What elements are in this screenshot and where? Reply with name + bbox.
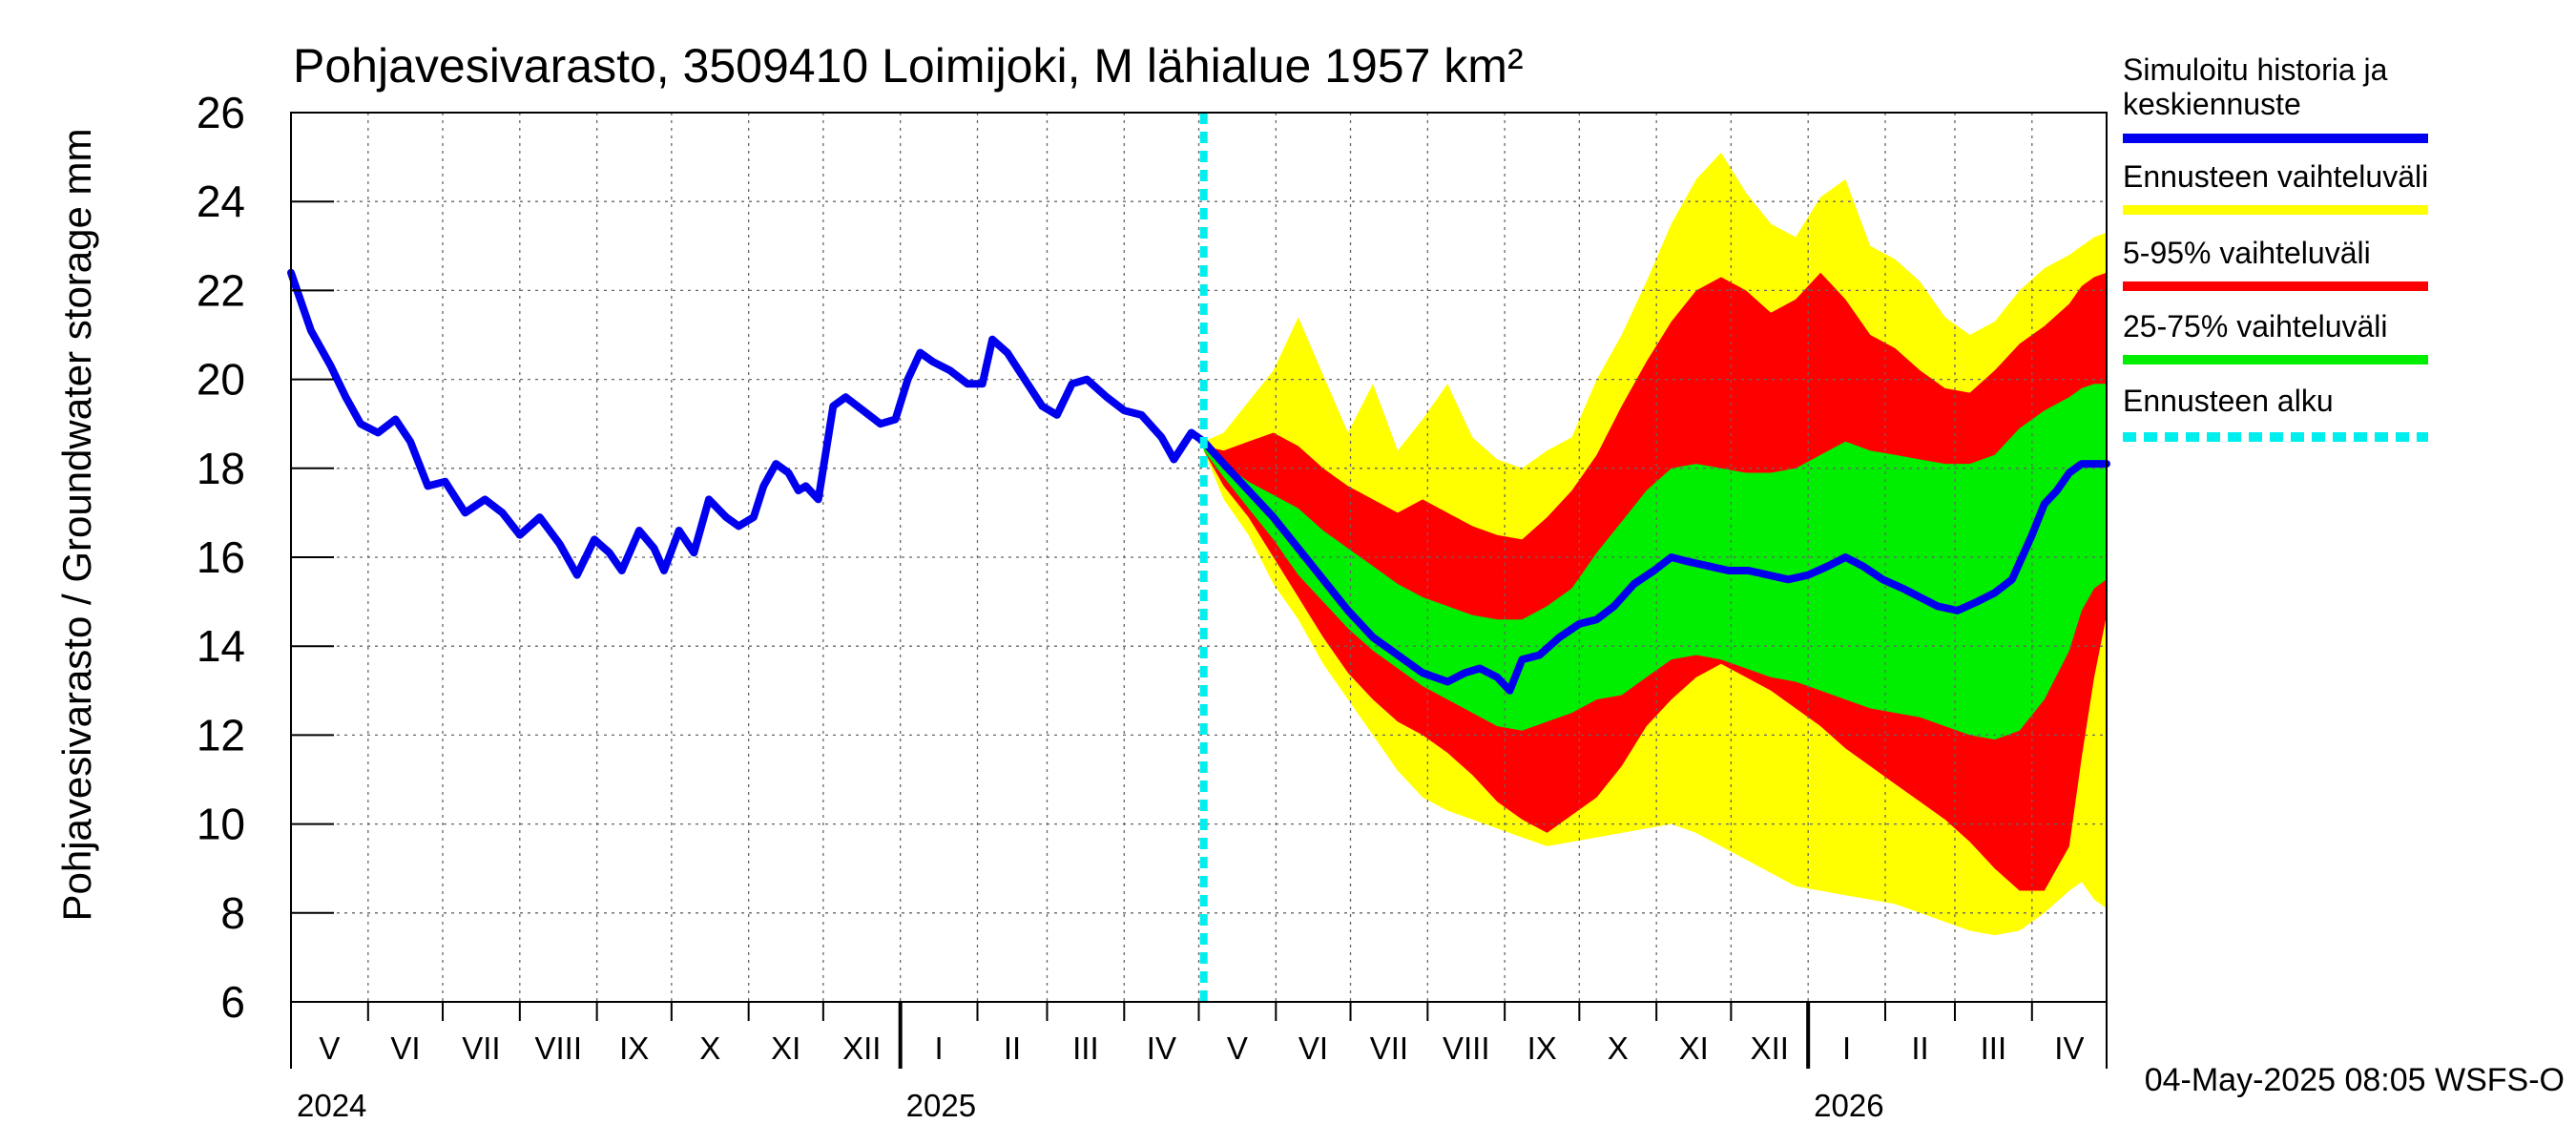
legend-label-0: Simuloitu historia ja keskiennuste — [2123, 52, 2388, 121]
y-tick-labels: 6 8 10 12 14 16 18 20 22 24 26 — [197, 88, 245, 1027]
x-month-label-5: X — [699, 1030, 720, 1066]
legend-label-3: 25-75% vaihteluväli — [2123, 309, 2388, 344]
forecast-bands — [1203, 152, 2107, 936]
x-year-labels: 2024 2025 2026 — [297, 1088, 1884, 1123]
grid-lines — [291, 113, 2107, 1002]
y-axis-label: Pohjavesivarasto / Groundwater storage m… — [54, 128, 99, 921]
x-year-label-1: 2025 — [906, 1088, 976, 1123]
y-tick-label-5: 16 — [197, 532, 245, 582]
x-month-label-7: XII — [842, 1030, 881, 1066]
x-month-label-3: VIII — [534, 1030, 582, 1066]
x-month-label-9: II — [1004, 1030, 1021, 1066]
x-year-label-0: 2024 — [297, 1088, 366, 1123]
x-month-label-15: VIII — [1443, 1030, 1490, 1066]
axes — [290, 112, 2108, 1069]
x-month-label-16: IX — [1527, 1030, 1557, 1066]
x-month-label-6: XI — [771, 1030, 800, 1066]
y-tick-label-0: 6 — [220, 977, 245, 1027]
y-tick-label-8: 22 — [197, 265, 245, 315]
x-month-label-8: I — [934, 1030, 943, 1066]
x-month-label-17: X — [1608, 1030, 1629, 1066]
y-tick-label-1: 8 — [220, 888, 245, 938]
x-month-label-13: VI — [1298, 1030, 1328, 1066]
x-year-label-2: 2026 — [1814, 1088, 1883, 1123]
x-month-label-0: V — [319, 1030, 340, 1066]
x-month-label-4: IX — [619, 1030, 649, 1066]
y-tick-label-4: 14 — [197, 621, 245, 671]
x-month-label-1: VI — [390, 1030, 420, 1066]
y-tick-label-9: 24 — [197, 177, 245, 226]
y-tick-label-6: 18 — [197, 444, 245, 493]
x-month-label-11: IV — [1147, 1030, 1176, 1066]
x-month-label-23: IV — [2054, 1030, 2084, 1066]
legend-label-2: 5-95% vaihteluväli — [2123, 236, 2371, 270]
x-month-label-12: V — [1227, 1030, 1248, 1066]
x-month-labels: V VI VII VIII IX X XI XII I II III IV V VI VII VIII IX X X… — [319, 1030, 2084, 1066]
legend: Simuloitu historia ja keskiennuste Ennuste… — [2123, 52, 2428, 442]
x-month-label-2: VII — [462, 1030, 500, 1066]
series-line-simulated — [287, 268, 2110, 695]
y-tick-label-3: 12 — [197, 710, 245, 760]
x-month-label-19: XII — [1751, 1030, 1789, 1066]
x-month-label-21: II — [1911, 1030, 1928, 1066]
x-month-label-14: VII — [1370, 1030, 1408, 1066]
y-tick-label-10: 26 — [197, 88, 245, 137]
x-month-label-18: XI — [1679, 1030, 1709, 1066]
y-tick-label-7: 20 — [197, 355, 245, 405]
simulated-series — [287, 268, 2110, 695]
x-month-label-10: III — [1072, 1030, 1099, 1066]
y-tick-label-2: 10 — [197, 800, 245, 849]
x-month-label-20: I — [1842, 1030, 1851, 1066]
chart-title: Pohjavesivarasto, 3509410 Loimijoki, M l… — [293, 39, 1524, 93]
legend-label-4: Ennusteen alku — [2123, 384, 2334, 418]
footer-timestamp: 04-May-2025 08:05 WSFS-O — [2145, 1062, 2565, 1098]
legend-label-1: Ennusteen vaihteluväli — [2123, 159, 2428, 194]
band-2 — [1203, 384, 2107, 740]
x-month-label-22: III — [1981, 1030, 2007, 1066]
